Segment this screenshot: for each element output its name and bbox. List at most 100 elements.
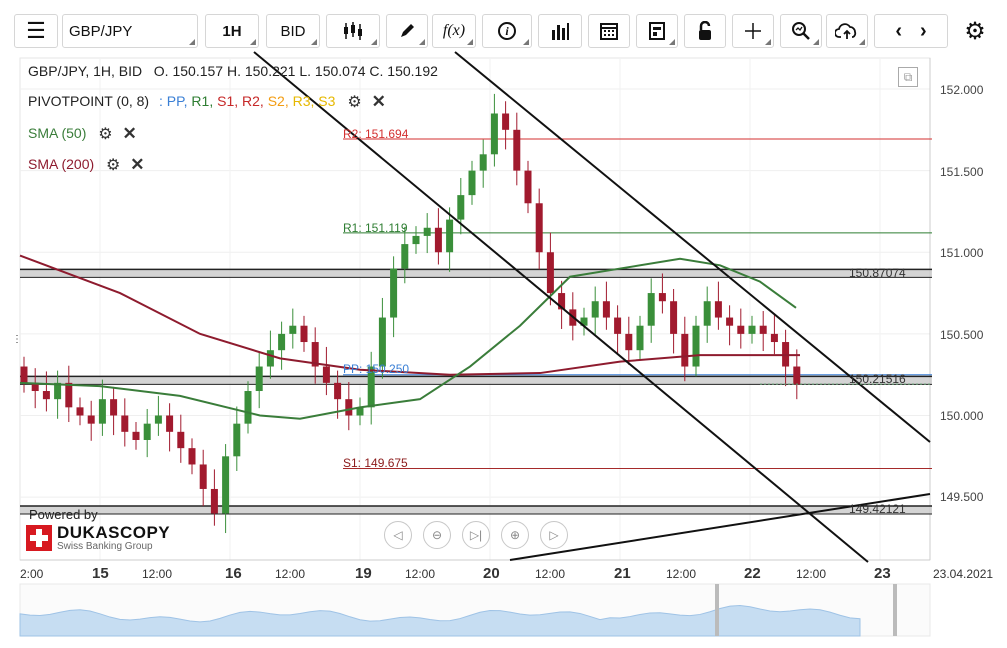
pivot-item-label: S1, [213, 93, 239, 109]
sma200-label: SMA (200) [28, 156, 95, 172]
panel-drag-handle[interactable]: ⋮ [12, 334, 22, 345]
zoom-button[interactable] [780, 14, 822, 48]
r1-level-label: R1: 151.119 [343, 221, 408, 235]
side-label: BID [280, 22, 306, 40]
timeframe-select[interactable]: 1H [205, 14, 259, 48]
info-button[interactable]: i [482, 14, 532, 48]
candle-body [166, 415, 174, 432]
jump-latest-button[interactable]: ▷| [462, 521, 490, 549]
ohlc-legend: GBP/JPY, 1H, BID O. 150.157 H. 150.221 L… [28, 63, 438, 79]
unlock-icon [699, 21, 711, 40]
zoom-icon [792, 22, 810, 40]
sma50-legend: SMA (50) ⚙ ✕ [28, 124, 137, 144]
hline-lower-label: 149.42121 [849, 502, 906, 516]
candle-body [580, 317, 588, 326]
x-tick-label: 12:00 [275, 567, 306, 581]
zoom-out-icon: ⊖ [431, 528, 443, 542]
candle-body [457, 195, 465, 220]
candle-body [737, 325, 745, 334]
settings-button[interactable]: ⚙ [956, 14, 994, 48]
candle-body [289, 325, 297, 334]
menu-button[interactable]: ☰ [14, 14, 58, 48]
dropdown-corner-icon [189, 39, 195, 45]
skip-end-icon: ▷| [469, 528, 483, 542]
candle-body [468, 170, 476, 196]
chart-type-button[interactable] [326, 14, 380, 48]
sma200-settings-gear-icon[interactable]: ⚙ [106, 157, 121, 174]
candle-body [502, 113, 510, 130]
candle-body [558, 293, 566, 310]
candle-body [602, 301, 610, 318]
trend-line-upper [454, 51, 931, 443]
candle-body [188, 448, 196, 465]
navigator-area [19, 605, 861, 637]
x-tick-label: 12:00 [142, 567, 173, 581]
pivot-remove-close-icon[interactable]: ✕ [371, 92, 386, 111]
crosshair-button[interactable] [732, 14, 774, 48]
chevron-right-icon[interactable]: › [920, 19, 927, 42]
swiss-cross-icon [26, 525, 52, 551]
pivot-item-label: R3, [288, 93, 315, 109]
candle-body [20, 366, 28, 383]
templates-button[interactable] [636, 14, 678, 48]
x-tick-label: 23.04.2021 [933, 567, 994, 581]
candle-body [378, 317, 386, 367]
candle-body [546, 252, 554, 294]
hline-upper-label: 150.87074 [849, 266, 906, 280]
symbol-label: GBP/JPY [69, 22, 133, 40]
scroll-left-button[interactable]: ◁ [384, 521, 412, 549]
candle-body [76, 407, 84, 416]
candle-body [311, 342, 319, 367]
pivot-item-label: R1, [187, 93, 214, 109]
candle-body [614, 317, 622, 334]
maximize-icon[interactable]: ⧉ [898, 67, 918, 87]
timeframe-label: 1H [222, 22, 242, 40]
cloud-button[interactable] [826, 14, 868, 48]
s1-price-badge: 149.675 [936, 462, 980, 476]
indicators-button[interactable]: f(x) [432, 14, 476, 48]
gear-icon: ⚙ [964, 17, 986, 45]
candles-icon [344, 22, 362, 40]
pp-price-badge: 150.250 [936, 367, 980, 377]
sma50-label: SMA (50) [28, 125, 87, 141]
sma50-remove-close-icon[interactable]: ✕ [122, 124, 137, 143]
candle-body [434, 227, 442, 253]
candle-body [636, 325, 644, 351]
zoom-in-button[interactable]: ⊕ [501, 521, 529, 549]
candle-body [31, 382, 39, 392]
powered-by-text: Powered by [29, 507, 98, 522]
symbol-select[interactable]: GBP/JPY [62, 14, 198, 48]
draw-button[interactable] [386, 14, 428, 48]
candle-body [625, 333, 633, 351]
volume-button[interactable] [538, 14, 582, 48]
calendar-icon [600, 23, 618, 40]
candle-body [658, 293, 666, 302]
dropdown-corner-icon [419, 39, 425, 45]
zoom-in-icon: ⊕ [509, 528, 521, 542]
candle-body [490, 113, 498, 155]
side-select[interactable]: BID [266, 14, 320, 48]
navigator-handle [715, 584, 719, 636]
dropdown-corner-icon [311, 39, 317, 45]
scroll-right-button[interactable]: ▷ [540, 521, 568, 549]
support-band [20, 505, 932, 514]
y-tick-label: 150.000 [940, 409, 984, 423]
pivot-settings-gear-icon[interactable]: ⚙ [347, 94, 362, 111]
sma200-remove-close-icon[interactable]: ✕ [130, 155, 145, 174]
lock-button[interactable] [684, 14, 726, 48]
candle-body [154, 415, 162, 424]
candle-body [401, 244, 409, 269]
candle-body [535, 203, 543, 253]
calendar-button[interactable] [588, 14, 630, 48]
candle-body [793, 366, 801, 385]
r1-price-badge: 151.119 [936, 228, 979, 242]
info-icon: i [498, 22, 516, 40]
support-band [20, 269, 932, 278]
candle-body [177, 431, 185, 449]
candle-body [233, 423, 241, 457]
sma50-settings-gear-icon[interactable]: ⚙ [98, 126, 113, 143]
zoom-out-button[interactable]: ⊖ [423, 521, 451, 549]
candle-body [54, 382, 62, 400]
chevron-left-icon[interactable]: ‹ [895, 19, 902, 42]
